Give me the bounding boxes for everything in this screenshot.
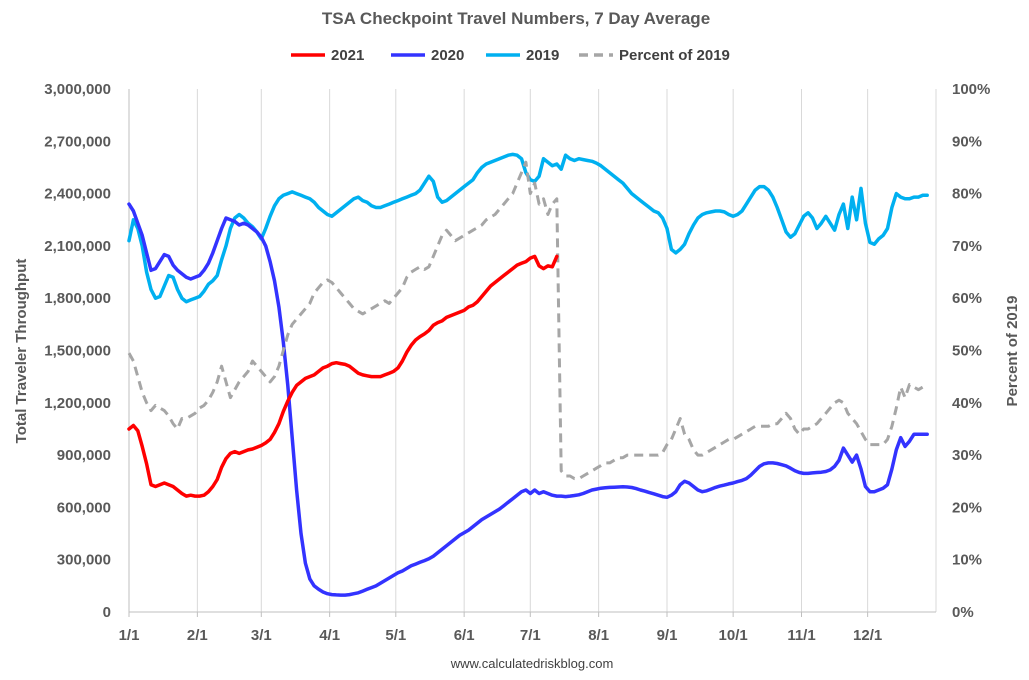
left-tick-label: 3,000,000	[44, 81, 111, 98]
right-tick-label: 90%	[952, 133, 982, 150]
left-tick-label: 900,000	[57, 447, 111, 464]
x-tick-label: 12/1	[853, 627, 882, 644]
chart-title: TSA Checkpoint Travel Numbers, 7 Day Ave…	[322, 9, 710, 28]
right-tick-label: 10%	[952, 552, 982, 569]
left-tick-label: 2,700,000	[44, 133, 111, 150]
left-tick-label: 600,000	[57, 499, 111, 516]
x-tick-label: 6/1	[454, 627, 475, 644]
x-axis-ticks: 1/1 2/1 3/1 4/1 5/1 6/1 7/1 8/1 9/1 10/1 11/1 12/1	[119, 612, 882, 644]
legend-label-2019: 2019	[526, 47, 559, 64]
legend-label-2020: 2020	[431, 47, 464, 64]
right-tick-label: 60%	[952, 290, 982, 307]
left-axis-ticks: 0 300,000 600,000 900,000 1,200,000 1,500,000…	[44, 81, 111, 621]
right-tick-label: 50%	[952, 343, 982, 360]
series-line-2021	[127, 254, 559, 498]
x-tick-label: 9/1	[657, 627, 678, 644]
series-line-percent-of-2019	[127, 160, 928, 481]
legend: 2021 2020 2019 Percent of 2019	[291, 47, 730, 64]
legend-label-percent-of-2019: Percent of 2019	[619, 47, 730, 64]
x-tick-label: 1/1	[119, 627, 140, 644]
left-tick-label: 1,200,000	[44, 395, 111, 412]
left-tick-label: 1,500,000	[44, 343, 111, 360]
x-tick-label: 10/1	[719, 627, 748, 644]
right-tick-label: 30%	[952, 447, 982, 464]
left-tick-label: 2,100,000	[44, 238, 111, 255]
x-tick-label: 7/1	[520, 627, 541, 644]
right-tick-label: 100%	[952, 81, 990, 98]
x-tick-label: 4/1	[319, 627, 340, 644]
x-tick-label: 2/1	[187, 627, 208, 644]
right-tick-label: 0%	[952, 604, 974, 621]
right-axis-title: Percent of 2019	[1004, 296, 1021, 407]
x-tick-label: 11/1	[787, 627, 815, 644]
left-tick-label: 2,400,000	[44, 186, 111, 203]
left-tick-label: 1,800,000	[44, 290, 111, 307]
left-tick-label: 0	[103, 604, 111, 621]
x-tick-label: 5/1	[385, 627, 406, 644]
vertical-gridlines	[128, 89, 937, 612]
source-credit: www.calculatedriskblog.com	[450, 656, 614, 671]
series-line-2020	[127, 202, 929, 597]
right-tick-label: 80%	[952, 186, 982, 203]
legend-label-2021: 2021	[331, 47, 364, 64]
left-tick-label: 300,000	[57, 552, 111, 569]
right-tick-label: 70%	[952, 238, 982, 255]
right-axis-ticks: 0% 10% 20% 30% 40% 50% 60% 70% 80% 90% 100%	[952, 81, 990, 621]
left-axis-title: Total Traveler Throughput	[13, 259, 30, 444]
x-tick-label: 8/1	[588, 627, 609, 644]
axes	[128, 89, 936, 613]
right-tick-label: 40%	[952, 395, 982, 412]
right-tick-label: 20%	[952, 499, 982, 516]
series-layer	[127, 152, 929, 597]
x-tick-label: 3/1	[251, 627, 272, 644]
